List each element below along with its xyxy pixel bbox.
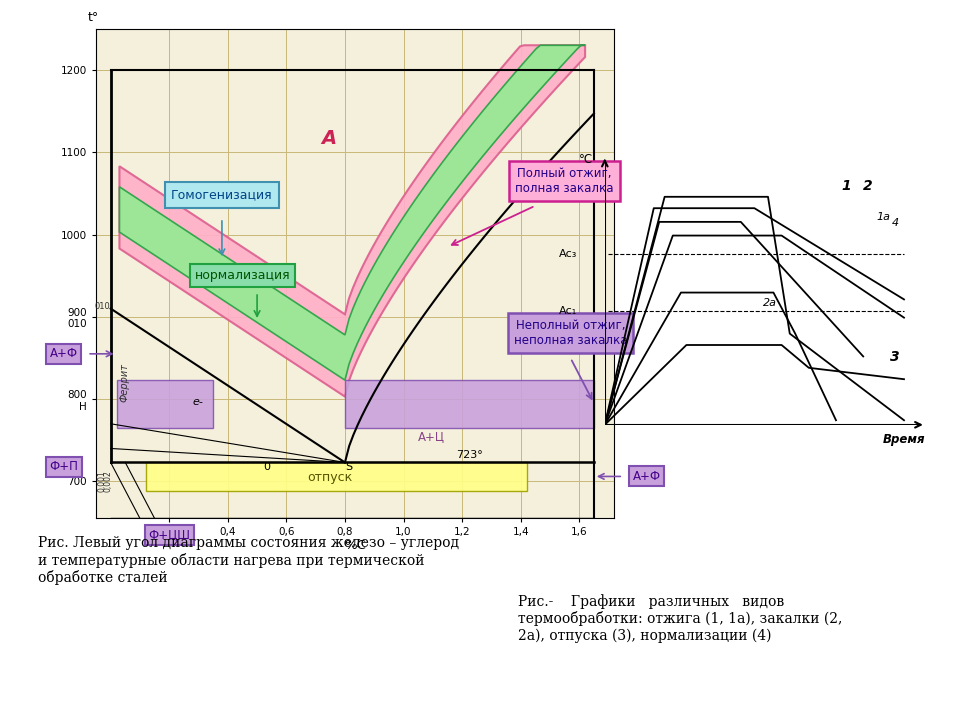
Text: Рис. Левый угол диаграммы состояния железо – углерод
и температурные области наг: Рис. Левый угол диаграммы состояния желе… (38, 536, 460, 585)
Text: S: S (345, 462, 352, 472)
Polygon shape (119, 45, 585, 397)
Text: 0: 0 (263, 462, 270, 472)
Polygon shape (119, 45, 585, 380)
Text: Неполный отжиг,
неполная закалка: Неполный отжиг, неполная закалка (514, 319, 627, 347)
Text: 1а: 1а (876, 212, 891, 222)
Text: нормализация: нормализация (195, 269, 290, 282)
Text: 4: 4 (892, 218, 899, 228)
Text: 723°: 723° (456, 450, 483, 460)
Text: А: А (322, 129, 337, 148)
Text: 0,001: 0,001 (98, 470, 107, 492)
Text: 2а: 2а (762, 298, 777, 308)
Text: t°: t° (87, 11, 99, 24)
Text: 3: 3 (890, 350, 900, 364)
Text: Ас₁: Ас₁ (560, 306, 578, 316)
Text: Время: Время (883, 433, 925, 446)
Text: отпуск: отпуск (308, 471, 353, 484)
Text: °С: °С (579, 153, 593, 166)
Text: 0,002: 0,002 (104, 470, 112, 492)
Bar (116, 380, 213, 428)
Text: Ф+ЦШ: Ф+ЦШ (148, 528, 190, 541)
Text: А+Ц: А+Ц (419, 431, 445, 444)
Text: Гомогенизация: Гомогенизация (171, 189, 273, 202)
Bar (146, 462, 526, 491)
Text: е-: е- (193, 397, 204, 407)
Text: 1: 1 (841, 179, 852, 193)
Text: Ас₃: Ас₃ (560, 249, 578, 258)
Bar (345, 380, 594, 428)
Text: 010: 010 (94, 302, 110, 310)
Text: Ф+П: Ф+П (49, 460, 78, 473)
Text: Рис.-    Графики   различных   видов
термообработки: отжига (1, 1а), закалки (2,: Рис.- Графики различных видов термообраб… (518, 594, 843, 643)
Text: Феррит: Феррит (119, 363, 130, 402)
Text: 2: 2 (863, 179, 873, 193)
Text: А+Ф: А+Ф (50, 347, 78, 360)
X-axis label: %С: %С (345, 539, 366, 552)
Text: А+Ф: А+Ф (633, 470, 660, 483)
Text: Полный отжиг,
полная закалка: Полный отжиг, полная закалка (516, 167, 613, 195)
